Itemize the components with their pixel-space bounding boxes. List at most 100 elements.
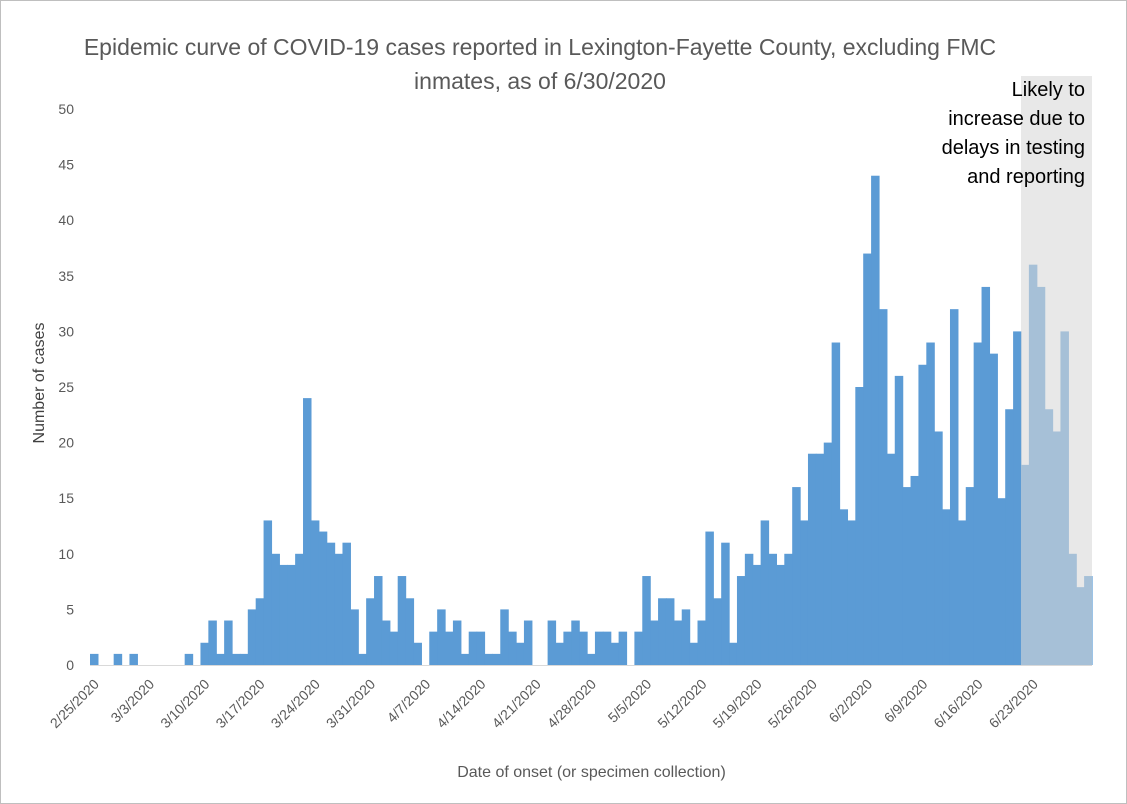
bar <box>594 631 604 665</box>
x-tick-label: 5/5/2020 <box>605 676 655 726</box>
x-tick-label: 4/7/2020 <box>384 676 434 726</box>
y-tick-label: 50 <box>58 101 74 117</box>
bar <box>673 620 683 665</box>
bar <box>381 620 391 665</box>
bar <box>910 475 920 665</box>
x-tick-label: 6/9/2020 <box>881 676 931 726</box>
x-tick-label: 6/16/2020 <box>930 676 986 732</box>
bar <box>942 509 951 665</box>
bar <box>516 642 525 665</box>
bar <box>642 576 651 665</box>
bar <box>768 553 778 665</box>
bar <box>839 509 849 665</box>
bar <box>113 653 123 665</box>
x-tick-label: 5/12/2020 <box>654 676 710 732</box>
bar <box>389 631 399 665</box>
bar <box>184 653 194 665</box>
y-tick-label: 5 <box>66 601 74 617</box>
bar <box>405 598 415 665</box>
bar <box>681 609 691 665</box>
bar <box>90 653 99 665</box>
x-tick-label: 5/19/2020 <box>709 676 765 732</box>
bar <box>863 253 872 665</box>
bar <box>216 653 225 665</box>
bar <box>736 576 746 665</box>
bar <box>823 442 833 665</box>
bar <box>784 553 793 665</box>
bar <box>1005 409 1014 665</box>
x-tick-label: 3/31/2020 <box>323 676 379 732</box>
bar <box>492 653 501 665</box>
bar <box>713 598 722 665</box>
bar <box>279 564 288 665</box>
bar <box>886 453 896 665</box>
bar <box>697 620 706 665</box>
bar <box>334 553 344 665</box>
bar <box>1013 331 1022 665</box>
bar <box>721 542 730 665</box>
bar <box>208 620 217 665</box>
y-tick-label: 30 <box>58 323 74 339</box>
bar <box>295 553 304 665</box>
bar <box>271 553 280 665</box>
bars-group <box>90 175 1093 665</box>
chart-title: Epidemic curve of COVID-19 cases reporte… <box>83 34 997 94</box>
bar <box>468 631 478 665</box>
bar <box>800 520 809 665</box>
bar <box>587 653 596 665</box>
bar <box>358 653 367 665</box>
bar <box>429 631 438 665</box>
bar <box>555 642 564 665</box>
x-axis-label: Date of onset (or specimen collection) <box>457 764 726 781</box>
y-tick-label: 15 <box>58 490 74 506</box>
bar <box>342 542 351 665</box>
bar <box>366 598 375 665</box>
x-tick-labels: 2/25/2020 3/3/2020 3/10/2020 3/17/2020 3/24/… <box>47 676 1041 732</box>
bar <box>902 487 912 665</box>
bar <box>957 520 967 665</box>
bar <box>460 653 470 665</box>
bar <box>729 642 738 665</box>
bar <box>926 342 935 665</box>
bar <box>397 576 407 665</box>
bar <box>547 620 557 665</box>
y-tick-label: 20 <box>58 435 74 451</box>
bar <box>374 576 383 665</box>
bar <box>634 631 643 665</box>
bar <box>918 364 927 665</box>
bar <box>871 175 880 665</box>
x-tick-label: 2/25/2020 <box>47 676 103 732</box>
bar <box>350 609 359 665</box>
bar <box>807 453 817 665</box>
bar <box>752 564 762 665</box>
x-tick-label: 4/28/2020 <box>544 676 600 732</box>
x-tick-label: 3/17/2020 <box>212 676 268 732</box>
bar <box>689 642 699 665</box>
bar <box>523 620 533 665</box>
bar <box>934 431 943 665</box>
y-tick-label: 35 <box>58 268 74 284</box>
y-tick-label: 10 <box>58 546 74 562</box>
bar <box>981 286 991 665</box>
bar <box>973 342 983 665</box>
bar <box>878 309 888 665</box>
bar <box>665 598 675 665</box>
bar <box>602 631 612 665</box>
bar <box>247 609 257 665</box>
bar <box>997 498 1006 665</box>
bar <box>792 487 801 665</box>
bar <box>500 609 509 665</box>
bar <box>831 342 841 665</box>
bar <box>437 609 446 665</box>
x-tick-label: 4/21/2020 <box>489 676 545 732</box>
bar <box>508 631 517 665</box>
bar <box>287 564 296 665</box>
bar <box>760 520 770 665</box>
bar <box>650 620 659 665</box>
bar <box>949 309 959 665</box>
bar <box>452 620 462 665</box>
bar <box>618 631 628 665</box>
bar <box>658 598 667 665</box>
